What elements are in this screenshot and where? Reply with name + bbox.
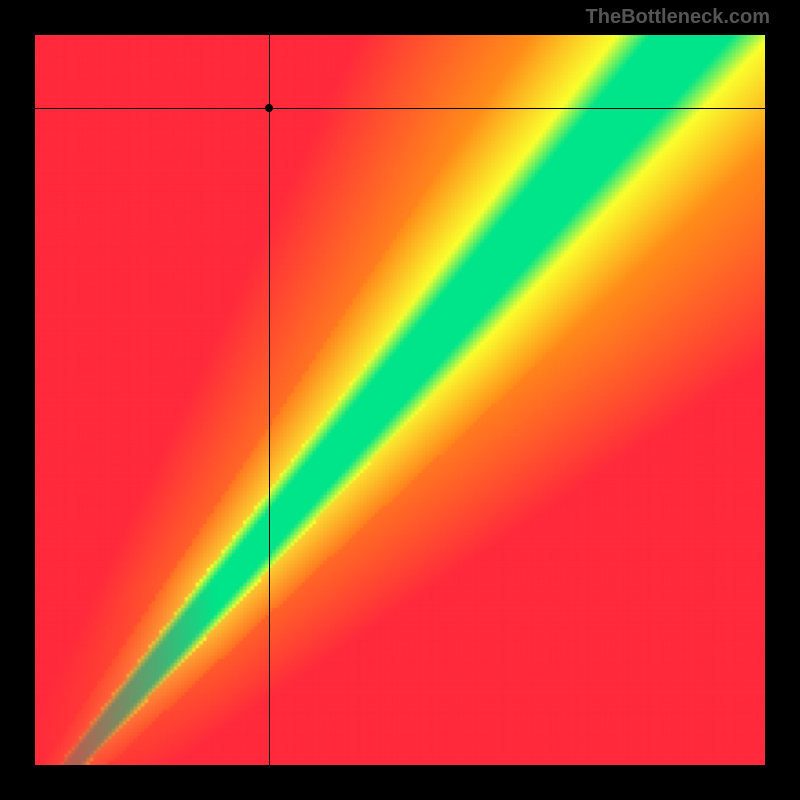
plot-area (35, 35, 765, 765)
crosshair-horizontal (35, 108, 765, 109)
crosshair-point (265, 104, 273, 112)
watermark-text: TheBottleneck.com (586, 6, 770, 29)
crosshair-vertical (269, 35, 270, 765)
chart-container: TheBottleneck.com (0, 0, 800, 800)
heatmap-canvas (35, 35, 765, 765)
